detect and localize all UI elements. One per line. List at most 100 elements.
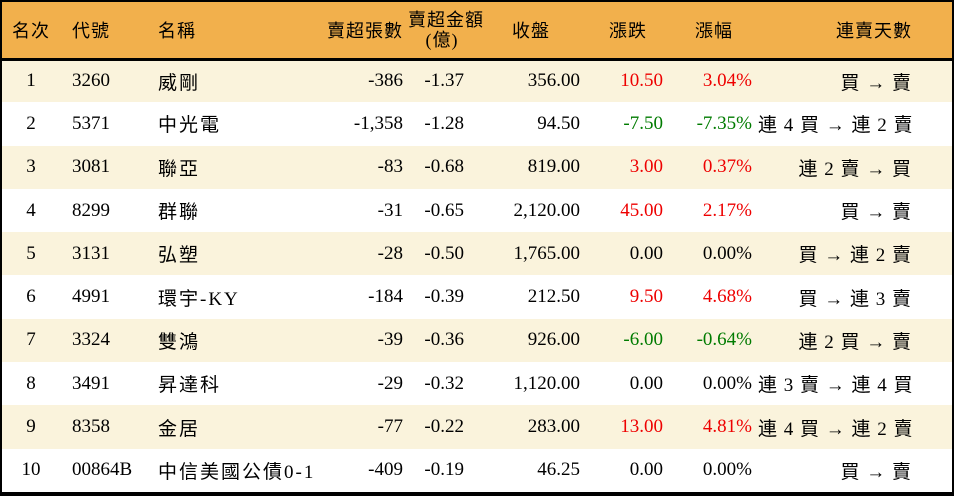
cell-close: 926.00 <box>527 329 580 351</box>
header-row: 名次 代號 名稱 賣超張數 賣超金額 (億) 收盤 漲跌 漲幅 連賣天數 <box>2 2 952 61</box>
cell-sell-amount: -0.68 <box>424 156 464 178</box>
cell-name: 中信美國公債0-1 <box>158 461 316 483</box>
cell-close: 212.50 <box>527 286 580 308</box>
cell-close: 356.00 <box>527 70 580 92</box>
cell-change-pct: -0.64% <box>696 329 752 351</box>
col-header-close: 收盤 <box>476 2 586 61</box>
cell-change-pct: 0.00% <box>702 372 752 394</box>
cell-streak: 連 2 買 → 賣 <box>798 331 912 353</box>
cell-name: 威剛 <box>158 72 201 94</box>
col-header-sell-amount: 賣超金額 (億) <box>408 2 484 61</box>
cell-change-pct: 4.81% <box>702 416 752 438</box>
col-header-sell-amount-line1: 賣超金額 <box>408 9 484 30</box>
cell-change-pct: 3.04% <box>702 70 752 92</box>
col-header-name: 名稱 <box>146 2 320 61</box>
cell-streak: 連 3 賣 → 連 4 買 <box>758 375 914 397</box>
table-row: 7 3324 雙鴻 -39 -0.36 926.00 -6.00 -0.64% … <box>2 318 952 363</box>
col-header-sell-volume: 賣超張數 <box>320 2 408 61</box>
cell-close: 2,120.00 <box>513 199 581 221</box>
table-row: 6 4991 環宇-KY -184 -0.39 212.50 9.50 4.68… <box>2 275 952 319</box>
cell-close: 46.25 <box>537 459 580 481</box>
col-header-change-pct: 漲幅 <box>670 2 758 61</box>
col-header-rank: 名次 <box>2 2 60 61</box>
cell-sell-amount: -0.22 <box>424 416 464 438</box>
cell-change: 13.00 <box>620 416 663 438</box>
col-header-code: 代號 <box>60 2 146 61</box>
cell-sell-amount: -0.39 <box>424 286 464 308</box>
cell-sell-volume: -29 <box>377 372 403 394</box>
cell-name: 群聯 <box>158 202 201 224</box>
cell-name: 中光電 <box>158 115 222 137</box>
cell-rank: 2 <box>26 112 36 134</box>
cell-change: 0.00 <box>629 372 663 394</box>
cell-close: 283.00 <box>527 416 580 438</box>
cell-rank: 7 <box>26 329 36 351</box>
cell-code: 00864B <box>72 459 133 481</box>
cell-rank: 9 <box>26 416 36 438</box>
cell-sell-amount: -1.37 <box>424 70 464 92</box>
cell-code: 5371 <box>72 112 110 134</box>
cell-name: 聯亞 <box>158 158 201 180</box>
table-row: 8 3491 昇達科 -29 -0.32 1,120.00 0.00 0.00%… <box>2 362 952 406</box>
cell-change: -7.50 <box>623 112 663 134</box>
table-row: 3 3081 聯亞 -83 -0.68 819.00 3.00 0.37% 連 … <box>2 145 952 189</box>
cell-code: 8299 <box>72 199 110 221</box>
cell-sell-amount: -0.50 <box>424 242 464 264</box>
cell-rank: 4 <box>26 199 36 221</box>
cell-name: 弘塑 <box>158 245 201 267</box>
cell-rank: 8 <box>26 372 36 394</box>
col-header-streak: 連賣天數 <box>758 2 952 61</box>
cell-streak: 連 4 買 → 連 2 賣 <box>758 115 914 137</box>
cell-name: 雙鴻 <box>158 331 201 353</box>
cell-change-pct: 0.37% <box>702 156 752 178</box>
cell-code: 3324 <box>72 329 110 351</box>
table-row: 5 3131 弘塑 -28 -0.50 1,765.00 0.00 0.00% … <box>2 232 952 276</box>
cell-change: 10.50 <box>620 70 663 92</box>
cell-sell-amount: -0.36 <box>424 329 464 351</box>
cell-streak: 買 → 賣 <box>840 72 912 94</box>
cell-code: 4991 <box>72 286 110 308</box>
cell-close: 1,765.00 <box>513 242 581 264</box>
cell-change: 9.50 <box>629 286 663 308</box>
cell-sell-amount: -0.32 <box>424 372 464 394</box>
cell-change-pct: 2.17% <box>702 199 752 221</box>
cell-sell-volume: -39 <box>377 329 403 351</box>
cell-streak: 連 4 買 → 連 2 賣 <box>758 418 914 440</box>
cell-sell-volume: -28 <box>377 242 403 264</box>
cell-change: 3.00 <box>629 156 663 178</box>
cell-sell-volume: -31 <box>377 199 403 221</box>
cell-sell-volume: -77 <box>377 416 403 438</box>
cell-close: 94.50 <box>537 112 580 134</box>
table-header: 名次 代號 名稱 賣超張數 賣超金額 (億) 收盤 漲跌 漲幅 連賣天數 <box>2 2 952 61</box>
cell-sell-amount: -0.65 <box>424 199 464 221</box>
cell-streak: 連 2 賣 → 買 <box>798 158 912 180</box>
cell-change-pct: 4.68% <box>702 286 752 308</box>
table-row: 1 3260 威剛 -386 -1.37 356.00 10.50 3.04% … <box>2 59 952 103</box>
cell-name: 環宇-KY <box>158 288 240 310</box>
table-row: 2 5371 中光電 -1,358 -1.28 94.50 -7.50 -7.3… <box>2 102 952 146</box>
cell-change: 0.00 <box>629 459 663 481</box>
col-header-change: 漲跌 <box>586 2 670 61</box>
cell-rank: 6 <box>26 286 36 308</box>
cell-sell-volume: -409 <box>368 459 403 481</box>
cell-change-pct: 0.00% <box>702 242 752 264</box>
cell-streak: 買 → 賣 <box>840 461 912 483</box>
cell-close: 1,120.00 <box>513 372 581 394</box>
cell-name: 金居 <box>158 418 201 440</box>
cell-streak: 買 → 賣 <box>840 202 912 224</box>
cell-change: -6.00 <box>623 329 663 351</box>
cell-rank: 3 <box>26 156 36 178</box>
cell-sell-amount: -0.19 <box>424 459 464 481</box>
cell-code: 8358 <box>72 416 110 438</box>
table-body: 1 3260 威剛 -386 -1.37 356.00 10.50 3.04% … <box>2 59 952 492</box>
cell-change-pct: -7.35% <box>696 112 752 134</box>
cell-close: 819.00 <box>527 156 580 178</box>
cell-streak: 買 → 連 3 賣 <box>798 288 912 310</box>
cell-sell-volume: -83 <box>377 156 403 178</box>
cell-rank: 10 <box>21 459 41 481</box>
cell-rank: 5 <box>26 242 36 264</box>
cell-rank: 1 <box>26 70 36 92</box>
cell-change: 0.00 <box>629 242 663 264</box>
